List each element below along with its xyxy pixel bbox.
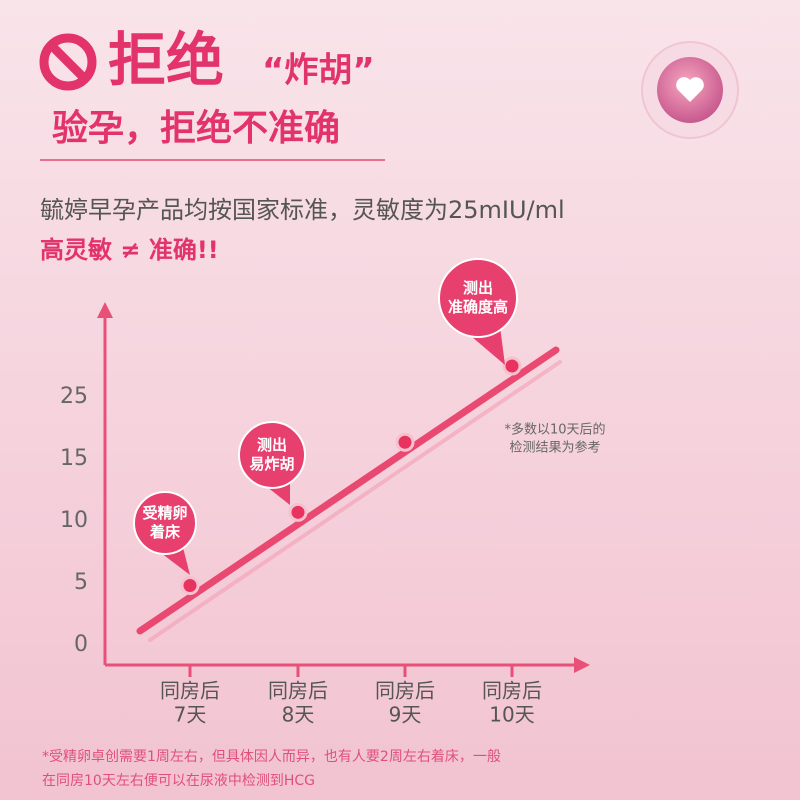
x-tick-label: 同房后 [482, 679, 542, 703]
highlight: 高灵敏 ≠ 准确!! [40, 236, 219, 264]
callout-bubble [238, 421, 306, 489]
callout-text: 易炸胡 [249, 455, 294, 473]
x-tick-label: 9天 [389, 703, 422, 727]
data-point [395, 432, 415, 452]
subtitle: 验孕，拒绝不准确 [52, 107, 340, 149]
trend-shadow [148, 360, 562, 642]
x-tick-label: 10天 [489, 703, 534, 727]
data-point [180, 575, 200, 595]
x-tick-label: 同房后 [160, 679, 220, 703]
y-tick-label: 0 [74, 632, 88, 657]
note: *多数以10天后的 [504, 422, 605, 438]
callout-text: 测出 [463, 279, 493, 297]
callout-text: 着床 [149, 523, 181, 541]
title-quote: “炸胡” [262, 51, 375, 91]
x-tick-label: 同房后 [375, 679, 435, 703]
y-tick-label: 10 [60, 508, 88, 533]
callout-text: 测出 [257, 436, 287, 454]
data-point [502, 356, 522, 376]
heart-icon [641, 41, 739, 139]
ban-icon [39, 33, 97, 91]
callout-text: 准确度高 [448, 298, 508, 316]
description: 毓婷早孕产品均按国家标准，灵敏度为25mIU/ml [40, 196, 565, 224]
y-tick-label: 15 [60, 446, 88, 471]
axes [97, 302, 590, 673]
y-tick-label: 5 [74, 570, 88, 595]
callout-text: 受精卵 [142, 504, 187, 522]
y-tick-label: 25 [60, 384, 88, 409]
footnote-line: 在同房10天左右便可以在尿液中检测到HCG [42, 773, 315, 789]
x-tick-label: 7天 [174, 703, 207, 727]
trend-line [136, 346, 560, 635]
x-tick-label: 同房后 [268, 679, 328, 703]
data-point [288, 502, 308, 522]
title: 拒绝 [108, 26, 224, 94]
footnote-line: *受精卵卓创需要1周左右，但具体因人而异，也有人要2周左右着床，一般 [42, 749, 501, 765]
x-tick-label: 8天 [282, 703, 315, 727]
callout-bubble [438, 258, 518, 338]
callout-bubble [133, 491, 197, 555]
note: 检测结果为参考 [509, 440, 600, 456]
